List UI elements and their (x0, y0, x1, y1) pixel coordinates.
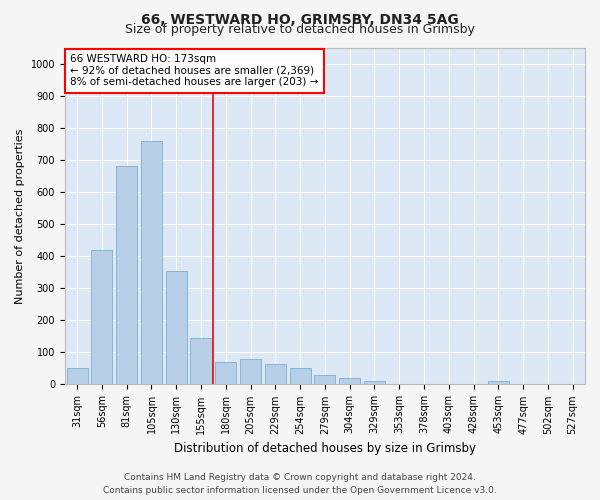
Bar (488, 381, 509, 384)
Bar (91, 250, 112, 384)
Bar (166, 270, 187, 384)
Text: 66, WESTWARD HO, GRIMSBY, DN34 5AG: 66, WESTWARD HO, GRIMSBY, DN34 5AG (141, 12, 459, 26)
X-axis label: Distribution of detached houses by size in Grimsby: Distribution of detached houses by size … (174, 442, 476, 455)
Bar (265, 364, 286, 384)
Bar (364, 381, 385, 384)
Bar (314, 375, 335, 384)
Bar (240, 359, 261, 384)
Text: Size of property relative to detached houses in Grimsby: Size of property relative to detached ho… (125, 24, 475, 36)
Bar (290, 368, 311, 384)
Bar (67, 368, 88, 384)
Bar (215, 362, 236, 384)
Text: 66 WESTWARD HO: 173sqm
← 92% of detached houses are smaller (2,369)
8% of semi-d: 66 WESTWARD HO: 173sqm ← 92% of detached… (70, 54, 319, 88)
Bar (116, 166, 137, 384)
Y-axis label: Number of detached properties: Number of detached properties (15, 128, 25, 304)
Text: Contains HM Land Registry data © Crown copyright and database right 2024.
Contai: Contains HM Land Registry data © Crown c… (103, 474, 497, 495)
Bar (141, 140, 162, 384)
Bar (339, 378, 360, 384)
Bar (190, 338, 212, 384)
